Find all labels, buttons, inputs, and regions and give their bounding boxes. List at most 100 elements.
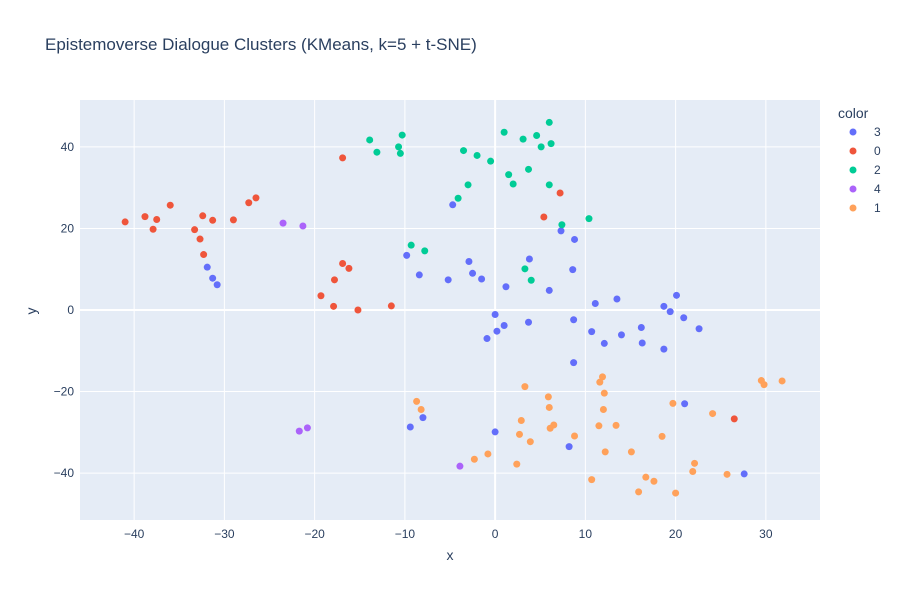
data-point-cluster-0[interactable]	[166, 201, 174, 209]
data-point-cluster-0[interactable]	[191, 226, 199, 234]
data-point-cluster-3[interactable]	[213, 281, 221, 289]
data-point-cluster-3[interactable]	[666, 308, 674, 316]
data-point-cluster-3[interactable]	[569, 266, 577, 274]
data-point-cluster-2[interactable]	[505, 171, 513, 179]
data-point-cluster-1[interactable]	[413, 397, 421, 405]
data-point-cluster-2[interactable]	[396, 149, 404, 157]
data-point-cluster-2[interactable]	[545, 181, 553, 189]
data-point-cluster-0[interactable]	[339, 260, 347, 268]
data-point-cluster-3[interactable]	[493, 327, 501, 335]
data-point-cluster-1[interactable]	[517, 417, 525, 425]
data-point-cluster-1[interactable]	[612, 421, 620, 429]
data-point-cluster-3[interactable]	[570, 359, 578, 367]
data-point-cluster-2[interactable]	[521, 265, 529, 273]
data-point-cluster-3[interactable]	[740, 470, 748, 478]
data-point-cluster-4[interactable]	[295, 427, 303, 435]
data-point-cluster-1[interactable]	[596, 378, 604, 386]
data-point-cluster-3[interactable]	[660, 302, 668, 310]
data-point-cluster-1[interactable]	[521, 383, 529, 391]
data-point-cluster-1[interactable]	[658, 432, 666, 440]
data-point-cluster-0[interactable]	[339, 154, 347, 162]
data-point-cluster-1[interactable]	[635, 488, 643, 496]
data-point-cluster-3[interactable]	[613, 295, 621, 303]
data-point-cluster-2[interactable]	[558, 221, 566, 229]
data-point-cluster-1[interactable]	[760, 381, 768, 389]
data-point-cluster-3[interactable]	[681, 400, 689, 408]
data-point-cluster-2[interactable]	[525, 165, 533, 173]
data-point-cluster-1[interactable]	[723, 470, 731, 478]
data-point-cluster-4[interactable]	[299, 222, 307, 230]
data-point-cluster-2[interactable]	[527, 276, 535, 284]
data-point-cluster-0[interactable]	[330, 276, 338, 284]
legend-label[interactable]: 1	[874, 201, 881, 215]
data-point-cluster-1[interactable]	[544, 393, 552, 401]
data-point-cluster-2[interactable]	[421, 247, 429, 255]
data-point-cluster-3[interactable]	[570, 316, 578, 324]
data-point-cluster-1[interactable]	[650, 477, 658, 485]
data-point-cluster-3[interactable]	[491, 310, 499, 318]
legend-label[interactable]: 2	[874, 163, 881, 177]
data-point-cluster-2[interactable]	[537, 143, 545, 151]
data-point-cluster-0[interactable]	[252, 194, 260, 202]
data-point-cluster-3[interactable]	[617, 331, 625, 339]
data-point-cluster-0[interactable]	[199, 212, 207, 220]
data-point-cluster-1[interactable]	[778, 377, 786, 385]
data-point-cluster-3[interactable]	[637, 324, 645, 332]
data-point-cluster-1[interactable]	[600, 389, 608, 397]
data-point-cluster-1[interactable]	[689, 467, 697, 475]
data-point-cluster-3[interactable]	[557, 227, 565, 235]
data-point-cluster-3[interactable]	[695, 325, 703, 333]
data-point-cluster-3[interactable]	[406, 423, 414, 431]
data-point-cluster-2[interactable]	[545, 118, 553, 126]
data-point-cluster-3[interactable]	[600, 339, 608, 347]
data-point-cluster-1[interactable]	[642, 473, 650, 481]
legend-marker[interactable]	[849, 166, 857, 174]
data-point-cluster-2[interactable]	[398, 131, 406, 139]
data-point-cluster-3[interactable]	[403, 251, 411, 259]
data-point-cluster-0[interactable]	[121, 218, 129, 226]
data-point-cluster-0[interactable]	[317, 292, 325, 300]
legend-label[interactable]: 3	[874, 125, 881, 139]
data-point-cluster-1[interactable]	[627, 448, 635, 456]
data-point-cluster-1[interactable]	[709, 410, 717, 418]
data-point-cluster-4[interactable]	[279, 219, 287, 227]
data-point-cluster-3[interactable]	[525, 318, 533, 326]
data-point-cluster-3[interactable]	[673, 291, 681, 299]
data-point-cluster-1[interactable]	[526, 438, 534, 446]
data-point-cluster-2[interactable]	[460, 147, 468, 155]
data-point-cluster-3[interactable]	[571, 235, 579, 243]
data-point-cluster-1[interactable]	[601, 448, 609, 456]
data-point-cluster-3[interactable]	[469, 269, 477, 277]
data-point-cluster-2[interactable]	[407, 241, 415, 249]
data-point-cluster-0[interactable]	[149, 225, 157, 233]
legend-label[interactable]: 0	[874, 144, 881, 158]
data-point-cluster-1[interactable]	[599, 405, 607, 413]
data-point-cluster-2[interactable]	[547, 140, 555, 148]
data-point-cluster-4[interactable]	[456, 462, 464, 470]
data-point-cluster-3[interactable]	[444, 276, 452, 284]
data-point-cluster-1[interactable]	[669, 399, 677, 407]
legend-marker[interactable]	[849, 204, 857, 212]
data-point-cluster-3[interactable]	[680, 314, 688, 322]
data-point-cluster-0[interactable]	[354, 306, 362, 314]
data-point-cluster-1[interactable]	[550, 421, 558, 429]
data-point-cluster-3[interactable]	[588, 328, 596, 336]
data-point-cluster-0[interactable]	[245, 199, 253, 207]
data-point-cluster-2[interactable]	[373, 148, 381, 156]
data-point-cluster-1[interactable]	[588, 476, 596, 484]
data-point-cluster-3[interactable]	[491, 428, 499, 436]
data-point-cluster-3[interactable]	[660, 345, 668, 353]
legend-label[interactable]: 4	[874, 182, 881, 196]
legend-marker[interactable]	[849, 128, 857, 136]
data-point-cluster-0[interactable]	[345, 264, 353, 272]
data-point-cluster-2[interactable]	[509, 180, 517, 188]
data-point-cluster-1[interactable]	[484, 450, 492, 458]
data-point-cluster-1[interactable]	[599, 373, 607, 381]
data-point-cluster-3[interactable]	[591, 299, 599, 307]
data-point-cluster-0[interactable]	[540, 213, 548, 221]
data-point-cluster-1[interactable]	[672, 489, 680, 497]
data-point-cluster-3[interactable]	[638, 339, 646, 347]
legend-marker[interactable]	[849, 185, 857, 193]
data-point-cluster-2[interactable]	[533, 131, 541, 139]
data-point-cluster-0[interactable]	[200, 251, 208, 259]
